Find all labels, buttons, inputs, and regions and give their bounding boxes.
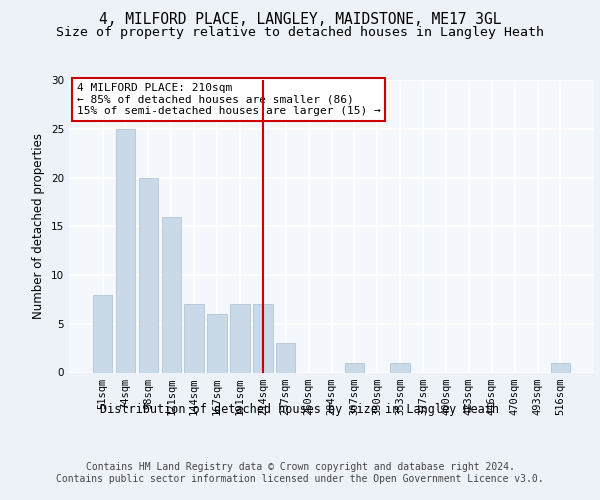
Bar bbox=[391, 363, 410, 372]
Bar bbox=[344, 363, 364, 372]
Bar bbox=[116, 128, 135, 372]
Y-axis label: Number of detached properties: Number of detached properties bbox=[32, 133, 46, 320]
Text: Distribution of detached houses by size in Langley Heath: Distribution of detached houses by size … bbox=[101, 402, 499, 415]
Bar bbox=[161, 216, 181, 372]
Bar bbox=[93, 294, 112, 372]
Bar bbox=[253, 304, 272, 372]
Bar bbox=[208, 314, 227, 372]
Text: 4, MILFORD PLACE, LANGLEY, MAIDSTONE, ME17 3GL: 4, MILFORD PLACE, LANGLEY, MAIDSTONE, ME… bbox=[99, 12, 501, 28]
Text: 4 MILFORD PLACE: 210sqm
← 85% of detached houses are smaller (86)
15% of semi-de: 4 MILFORD PLACE: 210sqm ← 85% of detache… bbox=[77, 83, 380, 116]
Bar bbox=[184, 304, 204, 372]
Text: Contains HM Land Registry data © Crown copyright and database right 2024.
Contai: Contains HM Land Registry data © Crown c… bbox=[56, 462, 544, 484]
Text: Size of property relative to detached houses in Langley Heath: Size of property relative to detached ho… bbox=[56, 26, 544, 39]
Bar bbox=[551, 363, 570, 372]
Bar bbox=[139, 178, 158, 372]
Bar bbox=[230, 304, 250, 372]
Bar bbox=[276, 343, 295, 372]
